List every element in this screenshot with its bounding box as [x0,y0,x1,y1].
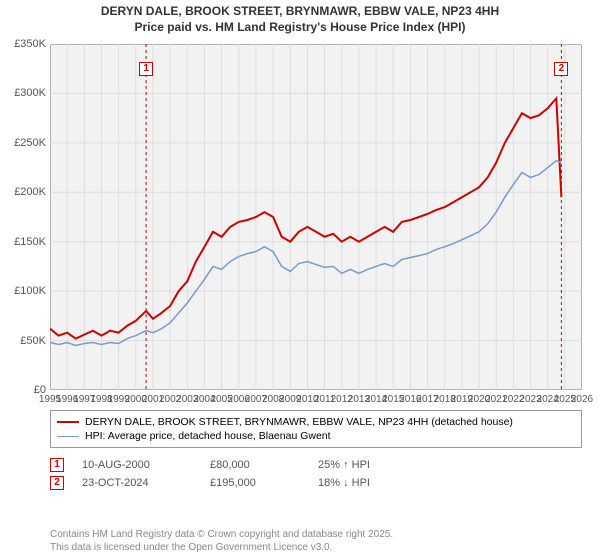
annotation-delta: 25% ↑ HPI [318,459,428,471]
y-axis-tick-label: £300K [14,87,46,99]
y-axis-tick-label: £350K [14,38,46,50]
annotation-row: 1 10-AUG-2000 £80,000 25% ↑ HPI [50,456,582,474]
annotation-table: 1 10-AUG-2000 £80,000 25% ↑ HPI 2 23-OCT-2024… [50,456,582,492]
chart-marker-1: 1 [139,62,153,76]
annotation-row: 2 23-OCT-2024 £195,000 18% ↓ HPI [50,474,582,492]
y-axis-tick-label: £250K [14,137,46,149]
legend-swatch [57,421,79,423]
y-axis-tick-label: £50K [20,335,46,347]
legend-row: HPI: Average price, detached house, Blae… [57,429,575,443]
chart-area: £0£50K£100K£150K£200K£250K£300K£350K 199… [50,44,582,390]
annotation-price: £80,000 [210,459,300,471]
annotation-marker: 1 [50,458,64,472]
footer-line-2: This data is licensed under the Open Gov… [50,542,393,555]
x-axis-labels: 1995199619971998199920002001200220032004… [50,392,582,408]
y-axis-labels: £0£50K£100K£150K£200K£250K£300K£350K [2,44,48,390]
legend-swatch [57,436,79,437]
y-axis-tick-label: £150K [14,236,46,248]
y-axis-tick-label: £200K [14,186,46,198]
legend-box: DERYN DALE, BROOK STREET, BRYNMAWR, EBBW… [50,410,582,448]
annotation-date: 23-OCT-2024 [82,477,192,489]
y-axis-tick-label: £100K [14,285,46,297]
legend-label: HPI: Average price, detached house, Blae… [85,430,331,442]
annotation-date: 10-AUG-2000 [82,459,192,471]
chart-marker-2: 2 [554,62,568,76]
footer: Contains HM Land Registry data © Crown c… [50,529,393,554]
chart-svg [50,44,582,390]
annotation-delta: 18% ↓ HPI [318,477,428,489]
chart-title-block: DERYN DALE, BROOK STREET, BRYNMAWR, EBBW… [0,0,600,37]
lower-block: DERYN DALE, BROOK STREET, BRYNMAWR, EBBW… [50,410,582,492]
title-line-1: DERYN DALE, BROOK STREET, BRYNMAWR, EBBW… [0,4,600,20]
x-axis-tick-label: 2026 [571,394,593,405]
title-line-2: Price paid vs. HM Land Registry's House … [0,20,600,36]
legend-label: DERYN DALE, BROOK STREET, BRYNMAWR, EBBW… [85,416,513,428]
legend-row: DERYN DALE, BROOK STREET, BRYNMAWR, EBBW… [57,415,575,429]
footer-line-1: Contains HM Land Registry data © Crown c… [50,529,393,542]
annotation-price: £195,000 [210,477,300,489]
annotation-marker: 2 [50,476,64,490]
